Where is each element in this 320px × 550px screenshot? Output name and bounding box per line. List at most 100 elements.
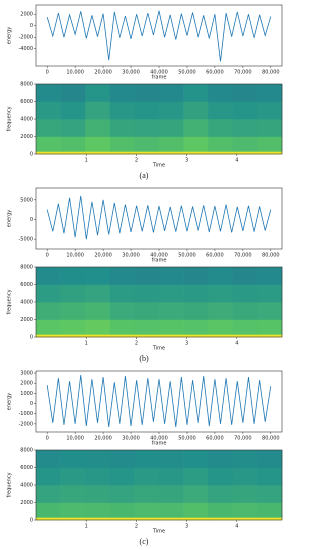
heat-cell bbox=[208, 450, 234, 468]
heat-cell bbox=[134, 517, 160, 521]
heat-cell bbox=[60, 517, 86, 521]
panel-caption: (c) bbox=[140, 537, 149, 546]
y-tick-label: 8000 bbox=[20, 265, 33, 271]
heat-cell bbox=[134, 334, 160, 338]
heat-cell bbox=[109, 517, 135, 521]
heat-cell bbox=[208, 267, 234, 285]
heat-cell bbox=[36, 485, 61, 503]
panel-caption: (b) bbox=[139, 354, 149, 363]
heat-cell bbox=[183, 334, 209, 338]
y-axis-label: energy bbox=[7, 210, 13, 227]
heat-cell bbox=[208, 119, 234, 137]
heat-cell bbox=[134, 267, 160, 285]
x-tick-label: 3 bbox=[185, 341, 188, 347]
waveform bbox=[46, 195, 272, 240]
x-tick-label: 40,000 bbox=[150, 436, 168, 442]
heat-cell bbox=[257, 284, 283, 303]
y-tick-label: 0 bbox=[30, 401, 33, 407]
heat-cell bbox=[183, 151, 209, 155]
x-tick-label: 1 bbox=[85, 158, 88, 164]
y-tick-label: 2000 bbox=[20, 381, 33, 387]
heat-cell bbox=[60, 136, 86, 152]
heat-cell bbox=[159, 267, 184, 285]
x-axis-label: Time bbox=[152, 529, 165, 535]
waveform bbox=[46, 375, 272, 427]
heat-cell bbox=[183, 467, 209, 486]
heat-cell bbox=[232, 502, 258, 518]
heat-cell bbox=[232, 136, 258, 152]
y-tick-label: 8000 bbox=[20, 82, 33, 88]
heat-cell bbox=[134, 151, 160, 155]
heat-cell bbox=[183, 302, 209, 320]
heat-cell bbox=[109, 136, 135, 152]
heat-cell bbox=[257, 302, 283, 320]
x-tick-label: 70,000 bbox=[234, 253, 252, 259]
heat-cell bbox=[36, 517, 61, 521]
plot-frame bbox=[35, 187, 283, 250]
heat-cell bbox=[109, 284, 135, 303]
heat-cell bbox=[85, 334, 111, 338]
heat-cell bbox=[159, 467, 184, 486]
heat-cell bbox=[257, 267, 283, 285]
heat-cell bbox=[60, 319, 86, 335]
heat-cell bbox=[183, 502, 209, 518]
x-tick-label: 2 bbox=[135, 524, 138, 530]
x-axis-label: frame bbox=[152, 441, 167, 447]
x-tick-label: 1 bbox=[85, 341, 88, 347]
heat-cell bbox=[109, 302, 135, 320]
heat-cell bbox=[257, 467, 283, 486]
x-tick-label: 30,000 bbox=[122, 70, 140, 76]
heat-cell bbox=[257, 136, 283, 152]
heat-cell bbox=[36, 319, 61, 335]
heat-cell bbox=[85, 101, 111, 120]
panel-caption: (a) bbox=[140, 171, 149, 180]
x-tick-label: 80,000 bbox=[262, 253, 280, 259]
heat-cell bbox=[257, 517, 283, 521]
y-tick-label: 6000 bbox=[20, 282, 33, 288]
x-tick-label: 60,000 bbox=[206, 70, 224, 76]
x-tick-label: 50,000 bbox=[178, 70, 196, 76]
heat-cell bbox=[232, 267, 258, 285]
y-tick-label: 4000 bbox=[20, 483, 33, 489]
heat-cell bbox=[208, 319, 234, 335]
heat-cell bbox=[134, 84, 160, 102]
y-axis-label: frequency bbox=[7, 106, 13, 131]
x-tick-label: 70,000 bbox=[234, 436, 252, 442]
heat-cell bbox=[109, 101, 135, 120]
heat-cell bbox=[36, 284, 61, 303]
heat-cell bbox=[85, 119, 111, 137]
heat-cell bbox=[159, 334, 184, 338]
y-axis-label: frequency bbox=[7, 289, 13, 314]
y-tick-label: 2000 bbox=[20, 317, 33, 323]
heat-cell bbox=[232, 517, 258, 521]
plot-frame bbox=[35, 4, 283, 67]
y-tick-label: 1000 bbox=[20, 391, 33, 397]
heat-cell bbox=[232, 302, 258, 320]
heat-cell bbox=[85, 517, 111, 521]
heat-cell bbox=[134, 450, 160, 468]
heat-cell bbox=[183, 84, 209, 102]
y-tick-label: 4000 bbox=[20, 300, 33, 306]
y-tick-label: -5000 bbox=[18, 237, 33, 243]
heat-cell bbox=[159, 450, 184, 468]
x-tick-label: 4 bbox=[235, 524, 238, 530]
y-axis-label: energy bbox=[7, 27, 13, 44]
y-tick-label: 6000 bbox=[20, 99, 33, 105]
y-tick-label: 3000 bbox=[20, 371, 33, 377]
heat-cell bbox=[159, 119, 184, 137]
heat-cell bbox=[109, 119, 135, 137]
heat-cell bbox=[208, 101, 234, 120]
heat-cell bbox=[109, 267, 135, 285]
x-tick-label: 20,000 bbox=[94, 70, 112, 76]
heat-cell bbox=[232, 151, 258, 155]
heat-cell bbox=[208, 334, 234, 338]
heat-cell bbox=[257, 502, 283, 518]
heat-cell bbox=[85, 467, 111, 486]
x-tick-label: 3 bbox=[185, 158, 188, 164]
x-axis-label: Time bbox=[152, 163, 165, 169]
heat-cell bbox=[85, 284, 111, 303]
heat-cell bbox=[232, 334, 258, 338]
y-tick-label: 0 bbox=[30, 23, 33, 29]
heat-cell bbox=[36, 334, 61, 338]
heat-cell bbox=[85, 136, 111, 152]
